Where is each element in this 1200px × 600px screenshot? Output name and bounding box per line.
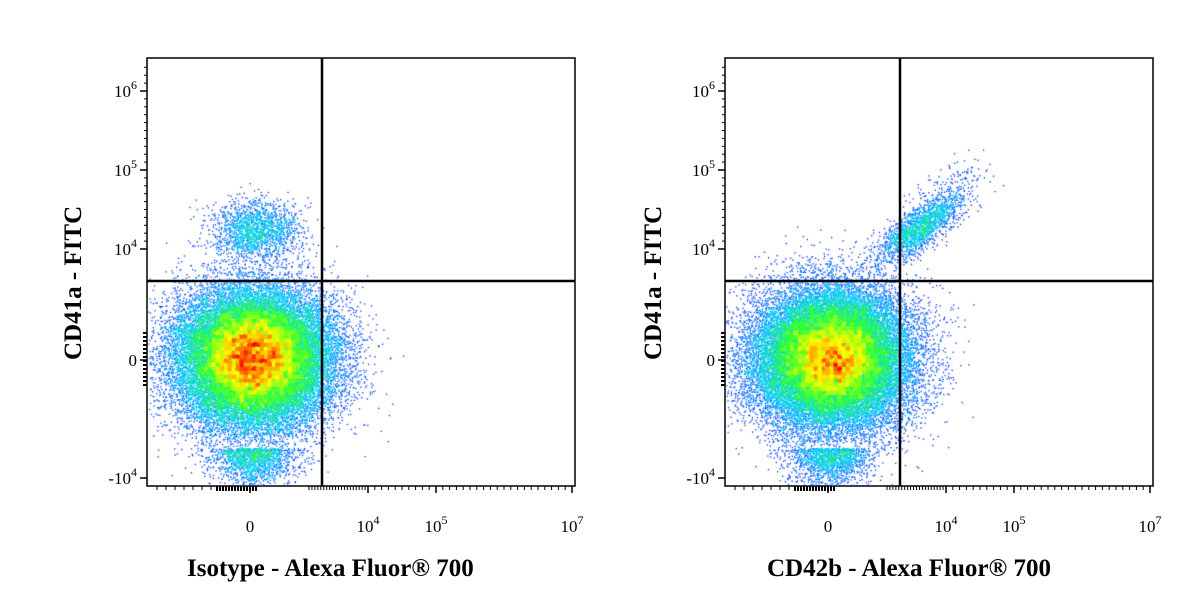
plot-panel-isotype: 106 105 104 0 -104 0 104 105 107 Isotype - Alexa… (60, 57, 584, 582)
y-axis-title: CD41a - FITC (640, 205, 667, 360)
x-tick-label: 107 (1139, 513, 1162, 536)
plot-panel-cd42b: 106 105 104 0 -104 0 104 105 107 CD42b - Alexa F… (580, 0, 1180, 600)
x-tick-label: 104 (935, 513, 958, 536)
dot-plot-area (725, 58, 1153, 486)
y-tick-label: -104 (686, 465, 715, 488)
y-tick-label: 104 (692, 236, 715, 259)
x-tick-label: 105 (425, 513, 448, 536)
x-axis-title: Isotype - Alexa Fluor® 700 (187, 555, 474, 582)
dot-plot-area (147, 58, 575, 486)
y-tick-label: 105 (114, 157, 137, 180)
y-axis-title: CD41a - FITC (60, 205, 87, 360)
y-tick-label: 0 (129, 351, 138, 370)
x-axis-title: CD42b - Alexa Fluor® 700 (767, 555, 1051, 582)
y-tick-label: 105 (692, 157, 715, 180)
x-tick-label: 105 (1003, 513, 1026, 536)
x-tick-label: 0 (824, 517, 833, 536)
y-tick-label: 106 (692, 78, 715, 101)
y-tick-label: 104 (114, 236, 137, 259)
x-tick-label: 0 (246, 517, 255, 536)
y-tick-label: -104 (108, 465, 137, 488)
x-tick-label: 104 (357, 513, 380, 536)
y-tick-label: 106 (114, 78, 137, 101)
y-tick-label: 0 (707, 351, 716, 370)
